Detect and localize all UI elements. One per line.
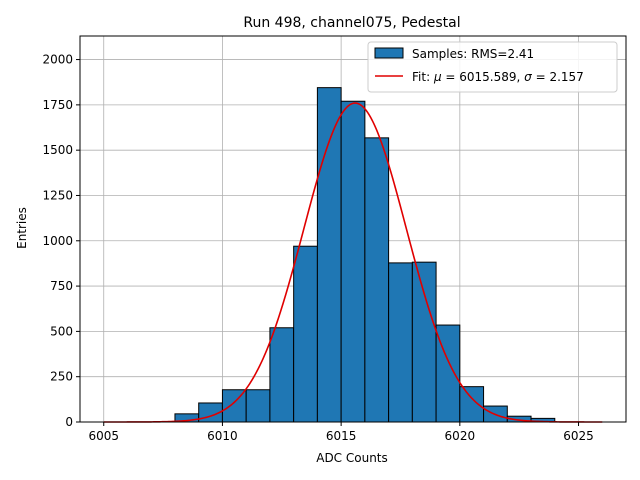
plot-frame (79, 35, 627, 423)
x-tick-label: 6015 (326, 429, 357, 443)
fit-layer (103, 102, 603, 423)
y-tick-label: 1000 (42, 234, 73, 248)
legend-sigma-value: = 2.157 (532, 70, 584, 84)
legend-swatch-samples (374, 47, 404, 59)
axes-frame (79, 35, 627, 423)
chart-title: Run 498, channel075, Pedestal (243, 15, 460, 31)
y-tick-label: 250 (50, 370, 73, 384)
legend-sigma-symbol: σ (524, 70, 532, 84)
histogram-bars (174, 87, 556, 423)
x-tick-label: 6005 (88, 429, 119, 443)
legend-label-fit: Fit: μ = 6015.589, σ = 2.157 (412, 70, 584, 84)
legend: Samples: RMS=2.41 Fit: μ = 6015.589, σ =… (367, 41, 618, 93)
legend-mu-symbol: μ (433, 70, 442, 84)
legend-frame (367, 41, 618, 93)
y-tick-label: 500 (50, 324, 73, 338)
legend-mu-value: = 6015.589, (442, 70, 525, 84)
histogram-bar (411, 261, 437, 423)
fit-curve (103, 102, 603, 423)
histogram-bar (459, 386, 485, 423)
y-tick-label: 1750 (42, 98, 73, 112)
histogram-bar (364, 137, 390, 423)
histogram-bar (293, 245, 318, 423)
legend-fit-prefix: Fit: (412, 70, 434, 84)
histogram-bar (269, 327, 295, 423)
y-tick-label: 0 (65, 415, 73, 429)
y-axis-label: Entries (15, 207, 29, 249)
histogram-bar (388, 262, 413, 423)
y-tick-label: 750 (50, 279, 73, 293)
x-tick-label: 6010 (207, 429, 238, 443)
histogram-bar (245, 389, 271, 423)
y-axis-ticks: 0 250 500 750 1000 1250 1500 1750 2000 (42, 53, 80, 429)
y-tick-label: 1500 (42, 143, 73, 157)
y-tick-label: 1250 (42, 188, 73, 202)
x-tick-label: 6025 (563, 429, 594, 443)
x-tick-label: 6020 (445, 429, 476, 443)
histogram-bar (316, 87, 342, 423)
histogram-bar (340, 100, 366, 423)
x-axis-ticks: 6005 6010 6015 6020 6025 (88, 422, 594, 443)
x-axis-label: ADC Counts (316, 451, 388, 465)
legend-label-samples: Samples: RMS=2.41 (412, 47, 534, 61)
y-tick-label: 2000 (42, 53, 73, 67)
